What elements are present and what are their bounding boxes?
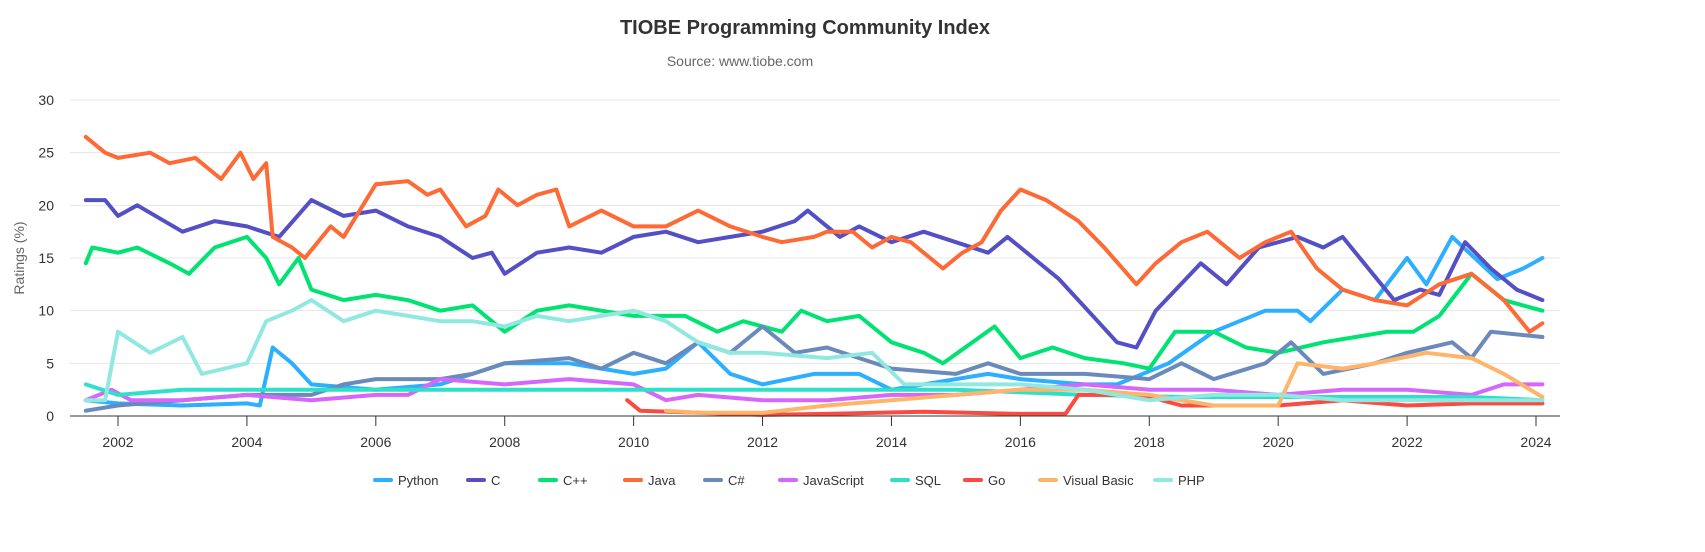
y-tick-label: 5 — [46, 355, 54, 371]
x-tick-label: 2022 — [1392, 434, 1423, 450]
legend-item[interactable]: Python — [373, 473, 438, 488]
chart-subtitle: Source: www.tiobe.com — [667, 53, 813, 69]
x-tick-label: 2004 — [231, 434, 262, 450]
legend-item[interactable]: JavaScript — [778, 473, 864, 488]
y-tick-label: 30 — [38, 92, 54, 108]
y-tick-label: 10 — [38, 303, 54, 319]
legend-label: Java — [648, 473, 676, 488]
legend-label: JavaScript — [803, 473, 864, 488]
y-tick-label: 15 — [38, 250, 54, 266]
legend-label: Visual Basic — [1063, 473, 1134, 488]
chart-title: TIOBE Programming Community Index — [620, 17, 990, 39]
legend-item[interactable]: C# — [703, 473, 745, 488]
x-tick-label: 2010 — [618, 434, 649, 450]
legend-item[interactable]: C++ — [538, 473, 588, 488]
y-axis-title: Ratings (%) — [11, 221, 27, 294]
legend-item[interactable]: Go — [963, 473, 1005, 488]
legend-item[interactable]: SQL — [890, 473, 941, 488]
x-tick-label: 2008 — [489, 434, 520, 450]
x-tick-label: 2020 — [1263, 434, 1294, 450]
legend-label: Go — [988, 473, 1005, 488]
x-tick-label: 2018 — [1134, 434, 1165, 450]
legend-item[interactable]: Java — [623, 473, 676, 488]
y-tick-label: 20 — [38, 197, 54, 213]
y-tick-label: 25 — [38, 145, 54, 161]
legend-label: C++ — [563, 473, 588, 488]
legend-item[interactable]: C — [466, 473, 500, 488]
legend-label: Python — [398, 473, 438, 488]
y-axis-ticks: 0 5 10 15 20 25 30 — [38, 92, 54, 424]
series-line-visual-basic — [663, 350, 1545, 415]
series-line-c — [83, 198, 1545, 350]
legend-label: SQL — [915, 473, 941, 488]
legend-item[interactable]: PHP — [1153, 473, 1205, 488]
series-lines — [83, 134, 1545, 417]
series-line-javascript — [83, 377, 1545, 403]
x-tick-label: 2024 — [1520, 434, 1551, 450]
gridlines — [70, 99, 1560, 364]
legend: Python C C++ Java C# JavaScript SQL Go Visual Ba… — [373, 473, 1205, 488]
series-line-php — [83, 298, 1545, 403]
series-line-java — [83, 134, 1545, 334]
legend-label: C# — [728, 473, 745, 488]
series-line-c- — [83, 324, 1545, 413]
series-line-sql — [83, 382, 1545, 403]
x-tick-label: 2014 — [876, 434, 907, 450]
legend-label: C — [491, 473, 500, 488]
series-line-python — [83, 234, 1545, 408]
y-tick-label: 0 — [46, 408, 54, 424]
x-tick-label: 2006 — [360, 434, 391, 450]
x-tick-label: 2012 — [747, 434, 778, 450]
legend-label: PHP — [1178, 473, 1205, 488]
x-axis-ticks: 2002 2004 2006 2008 2010 2012 2014 2016 2018 2020… — [102, 416, 1552, 450]
x-tick-label: 2016 — [1005, 434, 1036, 450]
x-tick-label: 2002 — [102, 434, 133, 450]
legend-item[interactable]: Visual Basic — [1038, 473, 1134, 488]
